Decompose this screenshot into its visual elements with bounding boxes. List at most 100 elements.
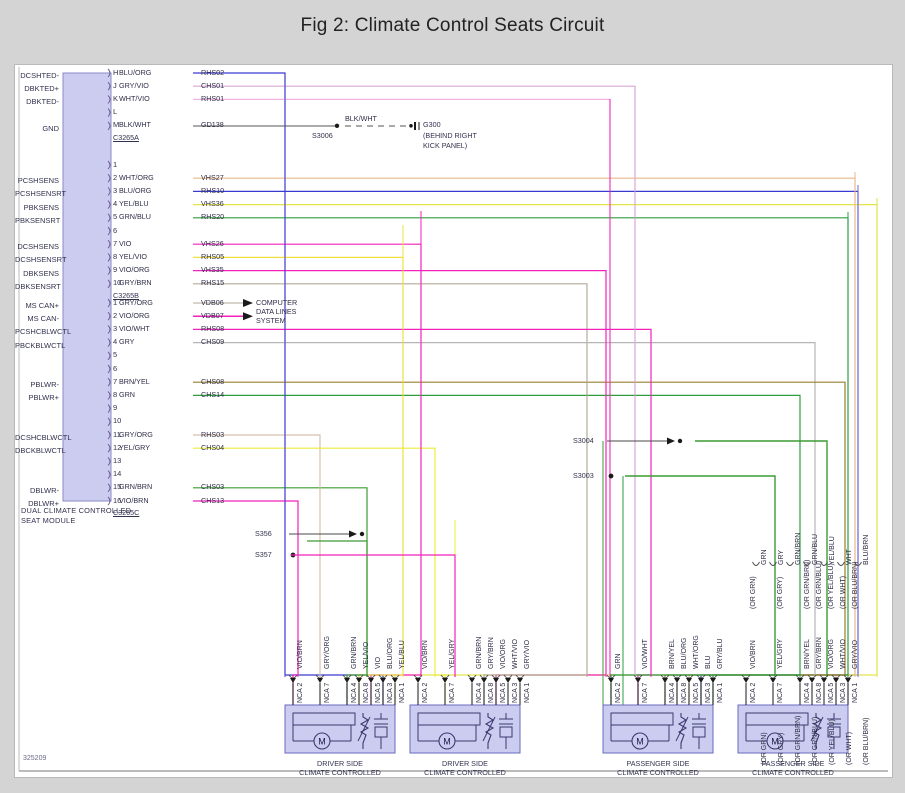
function-label-DCSHCBLWCTL: DCSHCBLWCTL bbox=[15, 433, 72, 442]
device-pin-wire-driver-cushion-6: YEL/BLU bbox=[398, 640, 406, 669]
device-pin-wire-driver-cushion-3: YEL/VIO bbox=[362, 641, 370, 669]
pin-arrow-driver-backrest-4 bbox=[493, 678, 499, 683]
pin-arrow-driver-backrest-6 bbox=[517, 678, 523, 683]
pin-bracket bbox=[107, 187, 111, 196]
device-pin-nca-passenger-cushion-3: NCA 8 bbox=[680, 682, 688, 703]
pin-bracket bbox=[107, 457, 111, 466]
branch-jump-4 bbox=[820, 561, 828, 566]
splice-bus-s3004 bbox=[695, 440, 828, 677]
pin-number-C3265B-7: 7 bbox=[113, 238, 118, 248]
device-pin-wire-passenger-backrest-6: GRY/VIO bbox=[851, 639, 859, 669]
pin-bracket bbox=[107, 298, 111, 308]
circuit-id-C3265A-K: RHS01 bbox=[201, 93, 225, 103]
branch-jump-2 bbox=[786, 561, 794, 566]
title-bar: Fig 2: Climate Control Seats Circuit bbox=[0, 0, 905, 52]
device-pin-nca-driver-cushion-4: NCA 5 bbox=[374, 682, 382, 703]
pin-number-C3265A-K: K bbox=[113, 93, 119, 103]
pin-bracket bbox=[107, 279, 111, 289]
device-pin-nca-driver-cushion-2: NCA 4 bbox=[350, 682, 358, 703]
pin-arrow-passenger-cushion-6 bbox=[710, 678, 716, 683]
wire-color-C3265B-4: YEL/BLU bbox=[119, 199, 149, 209]
wire-color-C3265B-10: GRY/BRN bbox=[119, 278, 152, 288]
splice-bus-s356 bbox=[307, 540, 368, 677]
pin-arrow-passenger-backrest-6 bbox=[845, 678, 851, 683]
device-pin-alt-passenger-backrest-6: (OR BLU/BRN) bbox=[851, 561, 859, 609]
circuit-id-C3265B-9: VHS35 bbox=[201, 265, 224, 275]
device-pin-nca-driver-cushion-6: NCA 1 bbox=[398, 682, 406, 703]
page-title: Fig 2: Climate Control Seats Circuit bbox=[300, 15, 605, 36]
pin-bracket bbox=[107, 377, 111, 387]
circuit-id-C3265C-1: VDB06 bbox=[201, 297, 224, 307]
branch-jump-1 bbox=[769, 561, 777, 566]
ground-wire-label: BLK/WHT bbox=[345, 113, 377, 123]
blower-body-driver-cushion bbox=[374, 726, 388, 738]
wire-route-C3265B.3 bbox=[193, 190, 859, 675]
wire-route-C3265B.9 bbox=[193, 270, 607, 675]
data-line-arrow-C3265C.1 bbox=[243, 299, 253, 307]
splice-label-S356: S356 bbox=[255, 529, 272, 538]
circuit-id-C3265B-2: VHS27 bbox=[201, 172, 224, 182]
pin-bracket bbox=[107, 81, 111, 91]
motor-letter-passenger-backrest: M bbox=[771, 737, 779, 747]
circuit-id-C3265B-5: RHS20 bbox=[201, 212, 225, 222]
branch-jump-6 bbox=[854, 561, 862, 566]
wire-route-C3265A.J bbox=[193, 85, 636, 675]
pin-bracket bbox=[107, 338, 111, 347]
wire-route-C3265C.7 bbox=[193, 381, 846, 675]
pin-number-C3265C-3: 3 bbox=[113, 323, 118, 333]
branch-label-alt-6: (OR BLU/BRN) bbox=[863, 717, 870, 765]
wire-color-C3265C-3: VIO/WHT bbox=[119, 323, 150, 333]
device-pin-nca-passenger-cushion-5: NCA 3 bbox=[704, 682, 712, 703]
device-caption-passenger-backrest: PASSENGER SIDE CLIMATE CONTROLLED SEAT B… bbox=[752, 759, 834, 778]
function-label-DBLWR+: DBLWR+ bbox=[28, 499, 59, 508]
pin-number-C3265C-1: 1 bbox=[113, 297, 118, 307]
wire-color-C3265C-8: GRN bbox=[119, 389, 135, 399]
function-label-PCSHSENSRT: PCSHSENSRT bbox=[15, 189, 67, 199]
pin-arrow-driver-cushion-1 bbox=[317, 678, 323, 683]
device-pin-nca-driver-backrest-3: NCA 8 bbox=[487, 682, 495, 703]
thermistor-arrow-driver-backrest bbox=[482, 716, 496, 742]
pin-bracket bbox=[107, 483, 111, 493]
pin-number-C3265A-M: M bbox=[113, 120, 120, 130]
wire-color-C3265C-1: GRY/ORG bbox=[119, 297, 153, 307]
thermistor-symbol-driver-backrest bbox=[484, 713, 495, 749]
splice-arrow-S3004 bbox=[667, 437, 675, 445]
device-pin-wire-passenger-backrest-5: WHT/VIO bbox=[839, 639, 847, 669]
pin-bracket bbox=[107, 121, 111, 131]
ground-location-line1: (BEHIND RIGHT bbox=[423, 130, 477, 140]
device-pin-alt-passenger-backrest-2: (OR GRN/BRN) bbox=[803, 559, 811, 609]
splice-label-S3004: S3004 bbox=[573, 436, 594, 445]
device-pin-nca-driver-backrest-2: NCA 4 bbox=[475, 682, 483, 703]
pin-number-C3265B-4: 4 bbox=[113, 199, 118, 209]
pin-number-C3265C-12: 12 bbox=[113, 442, 122, 452]
device-pin-nca-driver-backrest-6: NCA 1 bbox=[523, 682, 531, 703]
pin-bracket bbox=[107, 351, 111, 361]
function-label-PBLWR-: PBLWR- bbox=[30, 380, 59, 390]
device-pin-wire-driver-backrest-3: GRY/BRN bbox=[487, 637, 495, 669]
pin-arrow-passenger-backrest-0 bbox=[743, 678, 749, 683]
pin-number-C3265C-8: 8 bbox=[113, 389, 118, 399]
device-pin-wire-passenger-cushion-4: WHT/ORG bbox=[692, 635, 700, 669]
wiring-canvas: M M M M bbox=[18, 67, 888, 772]
pin-bracket bbox=[107, 417, 111, 427]
wire-color-C3265B-7: VIO bbox=[119, 238, 132, 248]
circuit-id-C3265C-3: RHS08 bbox=[201, 323, 225, 333]
wire-color-C3265A-M: BLK/WHT bbox=[119, 120, 151, 130]
circuit-id-C3265C-7: CHS08 bbox=[201, 376, 225, 386]
pin-bracket bbox=[107, 430, 111, 440]
wire-route-C3265C.4 bbox=[193, 342, 816, 675]
wire-route-C3265B.7 bbox=[193, 243, 422, 675]
pin-number-C3265C-7: 7 bbox=[113, 376, 118, 386]
pin-arrow-driver-backrest-3 bbox=[481, 678, 487, 683]
pin-number-C3265C-11: 11 bbox=[113, 429, 121, 439]
device-pin-nca-passenger-cushion-6: NCA 1 bbox=[716, 682, 724, 703]
device-pin-nca-driver-backrest-4: NCA 5 bbox=[499, 682, 507, 703]
device-pin-nca-driver-cushion-0: NCA 2 bbox=[296, 682, 304, 703]
branch-label-alt-3: (OR GRN/BLU) bbox=[812, 716, 819, 765]
pin-arrow-driver-cushion-3 bbox=[356, 678, 362, 683]
pin-number-C3265C-14: 14 bbox=[113, 469, 122, 479]
device-caption-passenger-cushion: PASSENGER SIDE CLIMATE CONTROLLED SEAT C… bbox=[617, 759, 699, 778]
pin-bracket bbox=[107, 239, 111, 249]
device-pin-nca-driver-cushion-3: NCA 8 bbox=[362, 682, 370, 703]
pin-number-C3265C-2: 2 bbox=[113, 310, 118, 320]
